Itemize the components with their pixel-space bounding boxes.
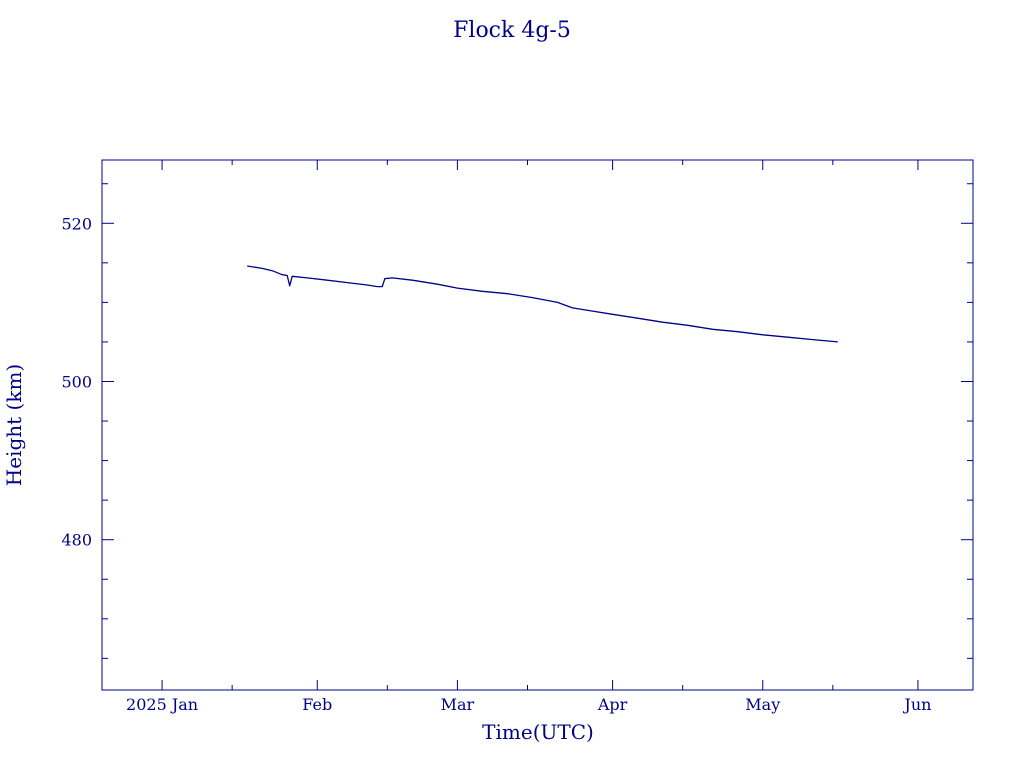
y-axis-label: Height (km) [2,364,26,486]
y-tick-labels: 480 500 520 [61,214,92,549]
x-tick-label: Jun [902,695,931,714]
x-tick-label: May [745,695,780,714]
x-tick-label: Feb [302,695,332,714]
chart-title: Flock 4g-5 [453,18,571,43]
y-tick-label: 480 [61,531,92,550]
plot-frame [101,159,974,691]
x-axis-label: Time(UTC) [482,720,594,744]
series-line [247,265,838,343]
x-tick-labels: 2025 Jan Feb Mar Apr May Jun [126,695,931,714]
axis-ticks [102,160,973,690]
x-tick-label: 2025 Jan [126,695,198,714]
x-tick-label: Mar [441,695,475,714]
y-tick-label: 500 [61,372,92,391]
y-tick-label: 520 [61,214,92,233]
x-tick-label: Apr [597,695,628,714]
